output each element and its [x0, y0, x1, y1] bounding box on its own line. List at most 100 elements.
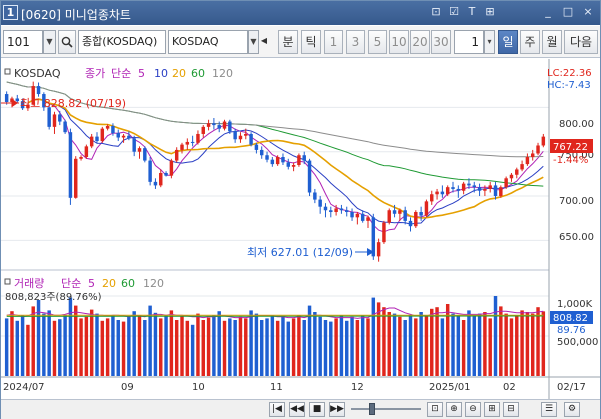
daily-button[interactable]: 일: [498, 30, 518, 54]
count-field[interactable]: 1: [454, 30, 484, 54]
volume-bar: [477, 313, 482, 376]
candle-body: [376, 242, 381, 257]
volume-bar: [318, 316, 322, 376]
maximize-icon[interactable]: □: [562, 5, 574, 18]
volume-bar: [297, 315, 301, 376]
settings-icon[interactable]: ⚙: [564, 402, 580, 417]
candle-body: [318, 199, 322, 207]
volume-bar: [499, 306, 503, 376]
volume-bar: [451, 313, 455, 376]
interval-20-button[interactable]: 20: [410, 30, 430, 54]
search-button[interactable]: [58, 30, 76, 54]
screenshot-icon[interactable]: ⊡: [431, 5, 441, 18]
volume-bar: [42, 313, 46, 376]
candle-body: [488, 185, 492, 189]
tick-button[interactable]: 틱: [301, 30, 321, 54]
candle-body: [127, 135, 131, 139]
volume-bar: [206, 317, 211, 376]
volume-bar: [291, 318, 296, 376]
bottom-bar: |◀ ◀◀ ■ ▶▶ ⊡ ⊕ ⊖ ⊞ ⊟ ☰ ⚙: [1, 399, 600, 419]
first-page-button[interactable]: |◀: [269, 402, 285, 417]
sector-code-dropdown[interactable]: ▼: [43, 30, 56, 54]
close-icon[interactable]: ×: [583, 5, 593, 18]
prev-arrow-icon[interactable]: ◀: [260, 36, 268, 45]
chart-area[interactable]: KOSDAQ 종가 단순 5 10 20 60 120 최고 828.82 (0…: [1, 59, 600, 399]
candle-body: [382, 222, 386, 243]
next-button[interactable]: 다음: [564, 30, 598, 54]
low-label: 최저 627.01 (12/09): [247, 246, 353, 259]
monthly-button[interactable]: 월: [542, 30, 562, 54]
grid-icon[interactable]: ⊞: [485, 5, 495, 18]
checkbox-icon[interactable]: ☑: [449, 5, 459, 18]
volume-bar: [382, 307, 386, 376]
zoom-out-icon[interactable]: ⊖: [465, 402, 481, 417]
menu-icon[interactable]: ☰: [541, 402, 557, 417]
candle-body: [334, 208, 338, 213]
capture-icon[interactable]: ⊡: [427, 402, 443, 417]
candle-body: [472, 185, 476, 188]
candle-body: [408, 220, 413, 227]
interval-30-button[interactable]: 30: [431, 30, 451, 54]
count-spinner[interactable]: ▾: [484, 30, 495, 54]
fast-forward-button[interactable]: ▶▶: [329, 402, 345, 417]
zoom-slider-handle[interactable]: [369, 403, 375, 415]
volume-bar: [541, 311, 546, 376]
candle-body: [525, 157, 530, 165]
rewind-button[interactable]: ◀◀: [289, 402, 305, 417]
candle-body: [467, 183, 471, 186]
weekly-button[interactable]: 주: [520, 30, 540, 54]
zoom-slider-track[interactable]: [351, 408, 421, 410]
minimize-icon[interactable]: _: [545, 5, 551, 18]
candle-body: [541, 136, 546, 146]
volume-bar: [185, 320, 190, 376]
volume-bar: [509, 318, 514, 376]
volume-bar: [74, 305, 78, 376]
candle-body: [313, 192, 317, 200]
sector-code-field[interactable]: 101: [3, 30, 43, 54]
volume-bar: [414, 318, 418, 376]
candle-body: [297, 155, 301, 165]
interval-1-button[interactable]: 1: [324, 30, 343, 54]
index-dropdown[interactable]: ▼: [248, 30, 259, 54]
price-tick-750: 750.00: [559, 150, 594, 161]
candle-body: [174, 149, 179, 161]
candle-body: [366, 217, 370, 221]
volume-readout: 808,823주(89.76%): [5, 292, 102, 303]
interval-3-button[interactable]: 3: [346, 30, 365, 54]
volume-bar: [376, 302, 381, 376]
expand-icon[interactable]: ⊞: [484, 402, 500, 417]
interval-10-button[interactable]: 10: [389, 30, 409, 54]
candle-body: [180, 144, 184, 150]
price-legend: KOSDAQ 종가 단순 5 10 20 60 120: [4, 67, 233, 80]
search-icon: [61, 36, 73, 48]
volume-bar: [360, 315, 365, 376]
text-icon[interactable]: T: [468, 5, 476, 18]
candle-body: [504, 178, 508, 188]
interval-5-button[interactable]: 5: [368, 30, 387, 54]
zoom-in-icon[interactable]: ⊕: [446, 402, 462, 417]
volume-bar: [137, 315, 142, 376]
index-name-field[interactable]: KOSDAQ: [168, 30, 248, 54]
title-bar: 1 [0620] 미니업종차트 ⊡ ☑ T ⊞ _ □ ×: [1, 1, 600, 25]
candle-body: [307, 160, 312, 193]
volume-bar: [265, 318, 269, 376]
app-number-icon[interactable]: 1: [3, 5, 18, 20]
sector-name-field: 종합(KOSDAQ): [78, 30, 166, 54]
candle-body: [398, 210, 402, 214]
volume-bar: [286, 321, 291, 376]
volume-bar: [153, 312, 158, 376]
candle-body: [79, 157, 83, 159]
volume-bar: [408, 315, 413, 376]
volume-bar: [52, 320, 57, 376]
legend-box-icon: [4, 68, 11, 75]
minute-button[interactable]: 분: [278, 30, 298, 54]
volume-legend-box-icon: [4, 278, 11, 285]
stop-button[interactable]: ■: [309, 402, 325, 417]
candle-body: [42, 94, 46, 108]
volume-bar: [116, 320, 120, 376]
candle-body: [36, 86, 41, 95]
candle-body: [47, 107, 51, 127]
volume-bar: [392, 313, 397, 376]
volume-bar: [31, 306, 35, 376]
collapse-icon[interactable]: ⊟: [503, 402, 519, 417]
